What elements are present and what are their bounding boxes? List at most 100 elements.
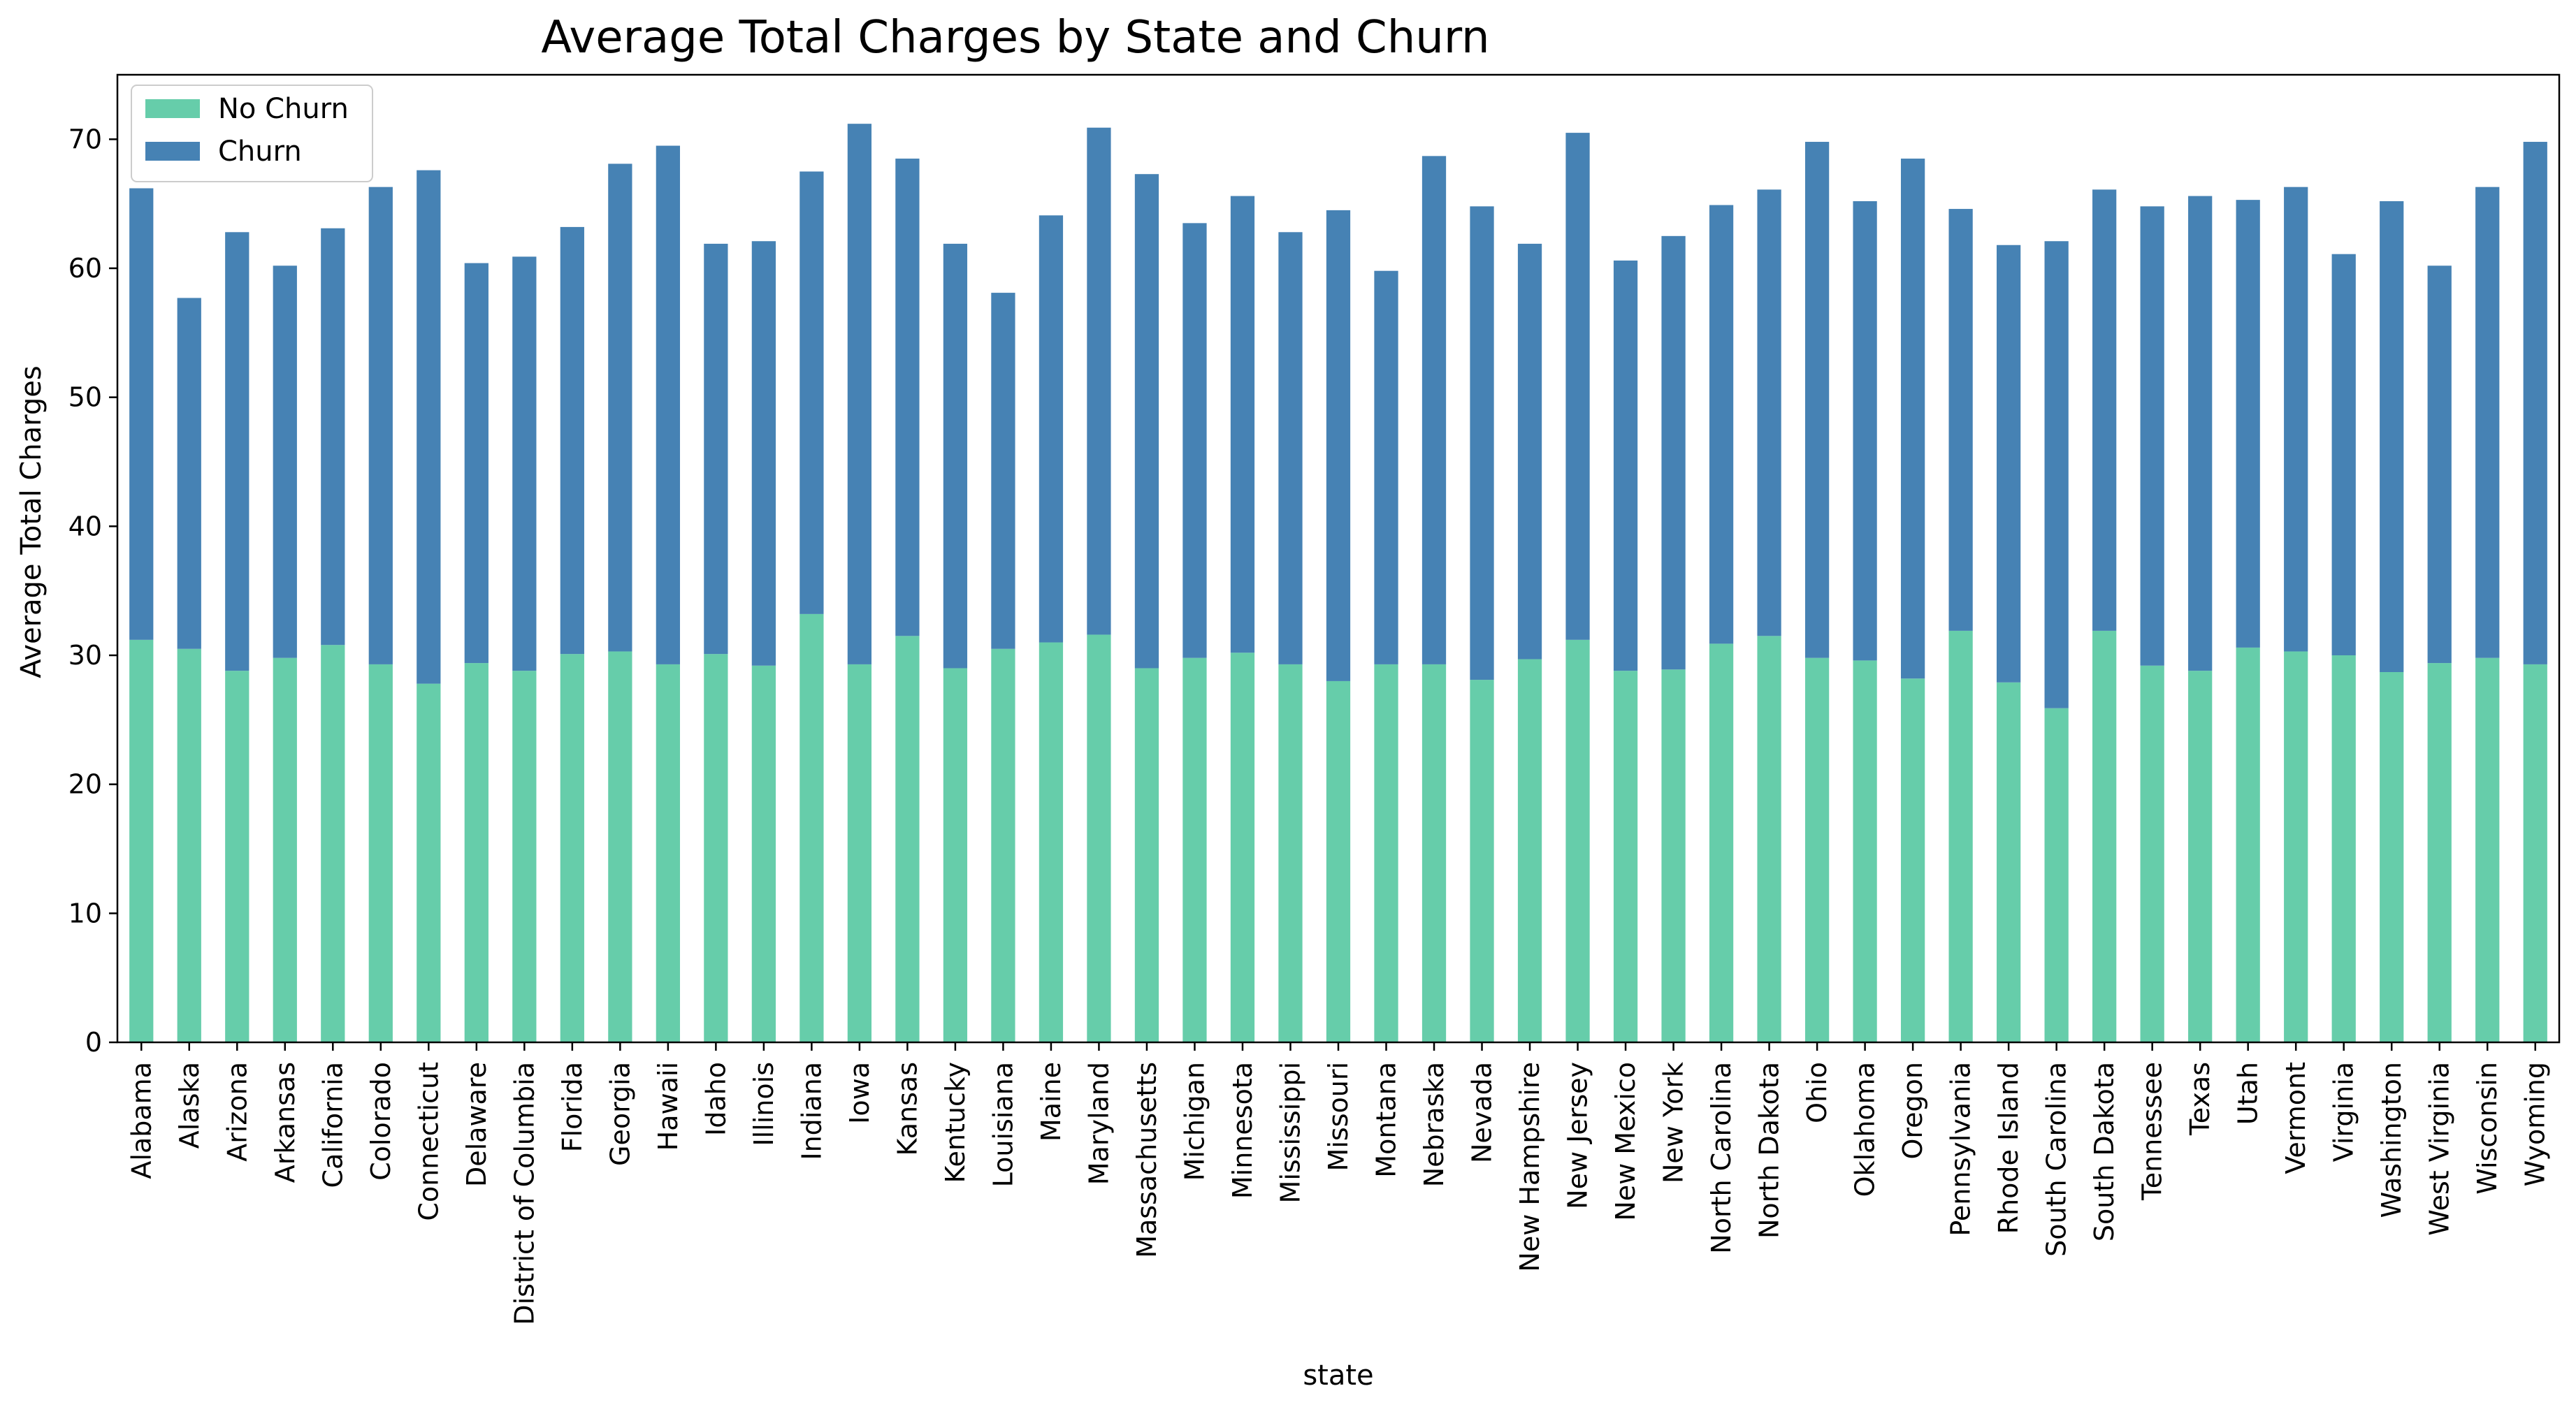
bar-churn-indiana bbox=[799, 171, 824, 614]
x-tick-label: Kentucky bbox=[940, 1062, 971, 1183]
bar-no-churn-ohio bbox=[1804, 657, 1830, 1042]
bar-no-churn-minnesota bbox=[1230, 653, 1255, 1042]
chart-title: Average Total Charges by State and Churn bbox=[541, 12, 1489, 64]
bar-no-churn-alaska bbox=[177, 648, 201, 1042]
bar-no-churn-alabama bbox=[129, 639, 154, 1042]
bar-churn-louisiana bbox=[991, 293, 1015, 649]
x-tick-label: Nevada bbox=[1467, 1062, 1498, 1163]
x-tick-label: North Dakota bbox=[1754, 1062, 1785, 1239]
x-tick-label: Tennessee bbox=[2137, 1062, 2168, 1201]
bar-no-churn-connecticut bbox=[417, 683, 441, 1042]
x-tick-label: Mississippi bbox=[1275, 1062, 1305, 1203]
bar-no-churn-florida bbox=[560, 654, 584, 1042]
bar-no-churn-new-jersey bbox=[1565, 639, 1590, 1042]
bar-churn-delaware bbox=[464, 263, 489, 664]
bar-churn-texas bbox=[2188, 196, 2213, 671]
bar-churn-montana bbox=[1374, 270, 1398, 664]
x-tick-label: Arkansas bbox=[270, 1062, 301, 1183]
bar-churn-tennessee bbox=[2140, 206, 2164, 666]
bar-no-churn-michigan bbox=[1182, 657, 1207, 1042]
x-tick-label: Maine bbox=[1036, 1062, 1066, 1142]
bar-no-churn-north-carolina bbox=[1709, 643, 1734, 1042]
bar-churn-new-mexico bbox=[1613, 260, 1638, 671]
bar-no-churn-mississippi bbox=[1278, 664, 1303, 1042]
bar-churn-oklahoma bbox=[1853, 201, 1877, 661]
x-tick-label: Massachusetts bbox=[1131, 1062, 1162, 1258]
legend-swatch-churn bbox=[145, 142, 200, 161]
x-tick-label: Iowa bbox=[844, 1062, 875, 1124]
y-tick-label: 30 bbox=[68, 640, 102, 671]
x-tick-label: District of Columbia bbox=[509, 1062, 540, 1325]
x-tick-label: South Dakota bbox=[2089, 1062, 2120, 1241]
axes-layer: 0 10 20 30 40 50 60 70 Alabama Alaska Arizona Arkan… bbox=[68, 73, 2561, 1325]
y-tick-label: 50 bbox=[68, 382, 102, 413]
bar-churn-wyoming bbox=[2523, 142, 2547, 664]
bar-churn-virginia bbox=[2331, 254, 2356, 656]
y-tick-label: 0 bbox=[85, 1027, 102, 1058]
bar-churn-mississippi bbox=[1278, 232, 1303, 664]
bar-no-churn-south-dakota bbox=[2092, 630, 2117, 1042]
bar-no-churn-delaware bbox=[464, 663, 489, 1042]
bar-no-churn-massachusetts bbox=[1134, 668, 1159, 1042]
bar-churn-north-dakota bbox=[1757, 189, 1781, 636]
bar-no-churn-hawaii bbox=[656, 664, 680, 1042]
bar-churn-idaho bbox=[704, 243, 728, 655]
x-tick-label: Ohio bbox=[1802, 1062, 1832, 1123]
bar-churn-utah bbox=[2236, 200, 2260, 648]
bar-churn-kentucky bbox=[943, 243, 968, 669]
x-tick-label: Illinois bbox=[748, 1062, 779, 1146]
y-tick-label: 20 bbox=[68, 769, 102, 800]
bar-churn-new-jersey bbox=[1565, 133, 1590, 640]
bar-no-churn-kentucky bbox=[943, 668, 968, 1042]
bar-churn-district-of-columbia bbox=[512, 256, 537, 671]
bar-no-churn-texas bbox=[2188, 671, 2213, 1042]
bar-no-churn-utah bbox=[2236, 647, 2260, 1042]
bar-churn-michigan bbox=[1182, 223, 1207, 658]
x-tick-label: Arizona bbox=[222, 1062, 252, 1162]
bar-no-churn-rhode-island bbox=[1997, 682, 2021, 1042]
x-tick-label: Montana bbox=[1371, 1062, 1402, 1178]
x-tick-label: South Carolina bbox=[2041, 1062, 2072, 1257]
bar-churn-hawaii bbox=[656, 145, 680, 664]
x-tick-label: Pennsylvania bbox=[1946, 1062, 1976, 1237]
bar-no-churn-district-of-columbia bbox=[512, 671, 537, 1042]
x-tick-label: Texas bbox=[2185, 1062, 2215, 1136]
bar-churn-south-dakota bbox=[2092, 189, 2117, 631]
bar-no-churn-new-york bbox=[1661, 669, 1686, 1042]
bar-churn-alabama bbox=[129, 188, 154, 640]
bar-churn-kansas bbox=[895, 159, 920, 636]
bar-churn-nebraska bbox=[1421, 156, 1447, 664]
bar-no-churn-washington bbox=[2380, 672, 2404, 1042]
bar-churn-new-hampshire bbox=[1517, 243, 1542, 659]
y-tick-label: 40 bbox=[68, 511, 102, 541]
y-tick-label: 10 bbox=[68, 898, 102, 928]
x-tick-label: Oklahoma bbox=[1850, 1062, 1881, 1197]
bar-churn-nevada bbox=[1470, 206, 1494, 680]
bar-churn-arizona bbox=[225, 232, 249, 671]
x-tick-label: Minnesota bbox=[1227, 1062, 1258, 1199]
x-tick-label: Florida bbox=[557, 1062, 588, 1152]
y-tick-label: 60 bbox=[68, 253, 102, 284]
x-tick-label: Utah bbox=[2233, 1062, 2264, 1125]
x-tick-label: West Virginia bbox=[2424, 1062, 2455, 1236]
x-tick-label: Alaska bbox=[174, 1062, 205, 1149]
x-tick-label: Missouri bbox=[1323, 1062, 1354, 1171]
x-tick-label: Rhode Island bbox=[1993, 1062, 2024, 1234]
y-tick-label: 70 bbox=[68, 124, 102, 154]
bar-churn-rhode-island bbox=[1997, 245, 2021, 683]
legend-swatch-no-churn bbox=[145, 99, 200, 118]
bar-no-churn-maryland bbox=[1087, 634, 1111, 1042]
x-tick-label: California bbox=[317, 1062, 348, 1188]
bar-churn-missouri bbox=[1326, 210, 1351, 681]
bar-churn-pennsylvania bbox=[1948, 209, 1973, 631]
bar-churn-connecticut bbox=[417, 170, 441, 684]
bar-churn-south-carolina bbox=[2044, 241, 2069, 708]
bar-no-churn-california bbox=[321, 645, 345, 1042]
x-tick-label: New Hampshire bbox=[1514, 1062, 1545, 1272]
x-tick-label: Hawaii bbox=[653, 1062, 683, 1151]
bar-no-churn-illinois bbox=[751, 665, 776, 1042]
x-tick-label: Colorado bbox=[366, 1062, 396, 1181]
bar-no-churn-south-carolina bbox=[2044, 708, 2069, 1042]
x-tick-label: Nebraska bbox=[1419, 1062, 1449, 1187]
